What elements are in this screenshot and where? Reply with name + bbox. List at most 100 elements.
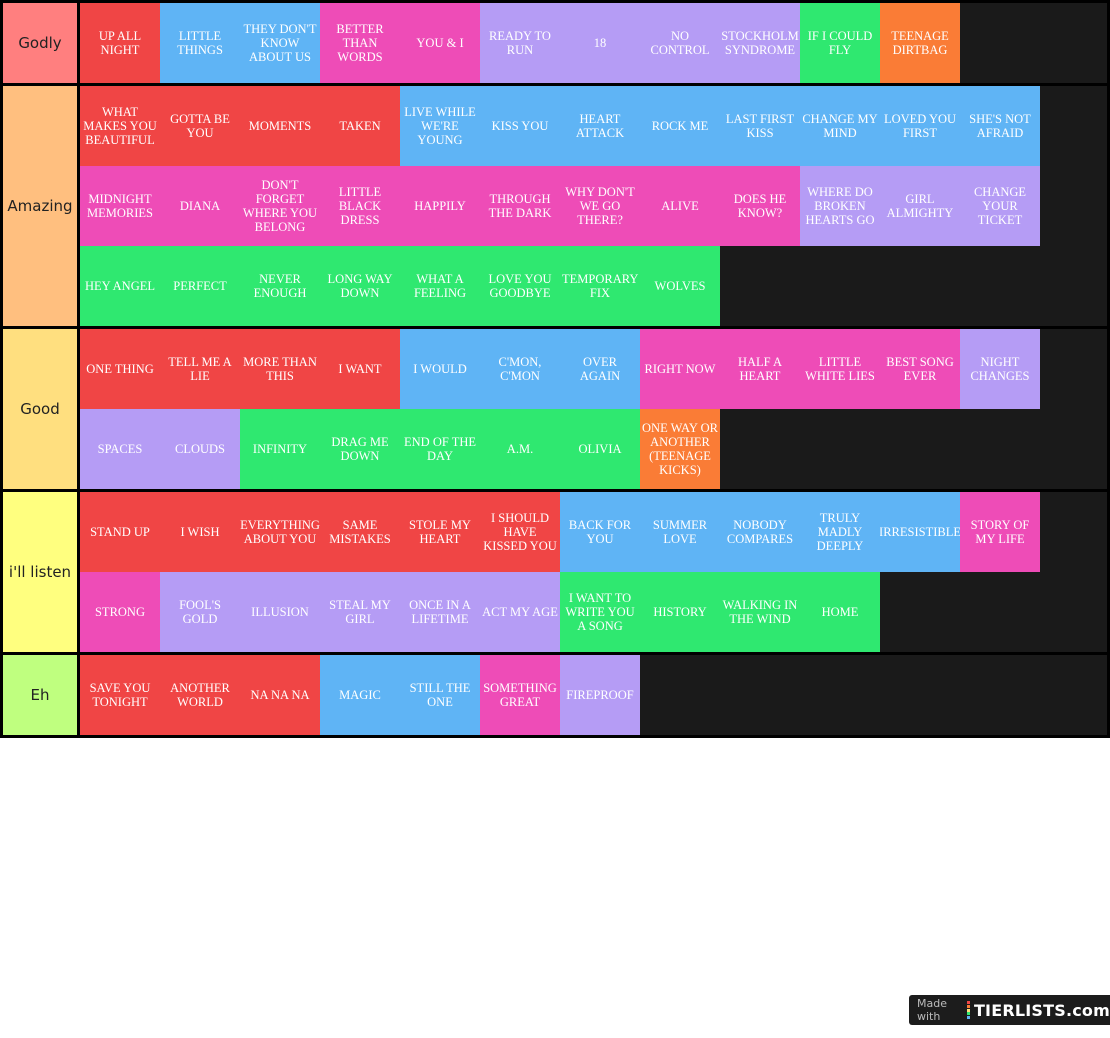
- tier-item[interactable]: READY TO RUN: [480, 3, 560, 83]
- tier-item[interactable]: IRRESISTIBLE: [880, 492, 960, 572]
- tier-label[interactable]: Good: [3, 329, 77, 489]
- tier-item[interactable]: LOVED YOU FIRST: [880, 86, 960, 166]
- tier-item[interactable]: THEY DON'T KNOW ABOUT US: [240, 3, 320, 83]
- tier-item[interactable]: LONG WAY DOWN: [320, 246, 400, 326]
- tier-item[interactable]: LAST FIRST KISS: [720, 86, 800, 166]
- tier-item[interactable]: PERFECT: [160, 246, 240, 326]
- tier-item[interactable]: NEVER ENOUGH: [240, 246, 320, 326]
- tier-item[interactable]: HISTORY: [640, 572, 720, 652]
- tier-item[interactable]: SPACES: [80, 409, 160, 489]
- tier-item[interactable]: DRAG ME DOWN: [320, 409, 400, 489]
- tier-item[interactable]: NOBODY COMPARES: [720, 492, 800, 572]
- tier-item[interactable]: OVER AGAIN: [560, 329, 640, 409]
- tier-item[interactable]: WHY DON'T WE GO THERE?: [560, 166, 640, 246]
- tier-item[interactable]: KISS YOU: [480, 86, 560, 166]
- tier-item[interactable]: LITTLE BLACK DRESS: [320, 166, 400, 246]
- tier-item[interactable]: LITTLE WHITE LIES: [800, 329, 880, 409]
- tier-item[interactable]: STOCKHOLM SYNDROME: [720, 3, 800, 83]
- tier-item[interactable]: STRONG: [80, 572, 160, 652]
- tier-item[interactable]: CHANGE MY MIND: [800, 86, 880, 166]
- tier-item[interactable]: MIDNIGHT MEMORIES: [80, 166, 160, 246]
- tier-item[interactable]: ILLUSION: [240, 572, 320, 652]
- tier-item[interactable]: CHANGE YOUR TICKET: [960, 166, 1040, 246]
- tier-item[interactable]: HEART ATTACK: [560, 86, 640, 166]
- tier-item[interactable]: DOES HE KNOW?: [720, 166, 800, 246]
- tier-item[interactable]: NA NA NA: [240, 655, 320, 735]
- tier-item[interactable]: DON'T FORGET WHERE YOU BELONG: [240, 166, 320, 246]
- tier-item[interactable]: WHAT A FEELING: [400, 246, 480, 326]
- tier-item[interactable]: TEENAGE DIRTBAG: [880, 3, 960, 83]
- tier-item[interactable]: HAPPILY: [400, 166, 480, 246]
- tier-item[interactable]: I WANT TO WRITE YOU A SONG: [560, 572, 640, 652]
- tier-item[interactable]: TELL ME A LIE: [160, 329, 240, 409]
- tier-item[interactable]: GOTTA BE YOU: [160, 86, 240, 166]
- tier-item[interactable]: DIANA: [160, 166, 240, 246]
- tier-item[interactable]: HEY ANGEL: [80, 246, 160, 326]
- tier-item[interactable]: C'MON, C'MON: [480, 329, 560, 409]
- tier-label[interactable]: Amazing: [3, 86, 77, 326]
- tier-item[interactable]: I WISH: [160, 492, 240, 572]
- tier-item[interactable]: STILL THE ONE: [400, 655, 480, 735]
- tier-item[interactable]: FOOL'S GOLD: [160, 572, 240, 652]
- tier-items-area[interactable]: STAND UP I WISH EVERYTHING ABOUT YOU SAME M…: [80, 492, 1107, 652]
- tier-item[interactable]: RIGHT NOW: [640, 329, 720, 409]
- tier-item[interactable]: TEMPORARY FIX: [560, 246, 640, 326]
- tier-item[interactable]: EVERYTHING ABOUT YOU: [240, 492, 320, 572]
- tier-item[interactable]: ANOTHER WORLD: [160, 655, 240, 735]
- tier-item[interactable]: NO CONTROL: [640, 3, 720, 83]
- tier-item[interactable]: GIRL ALMIGHTY: [880, 166, 960, 246]
- tier-item[interactable]: I WANT: [320, 329, 400, 409]
- tier-item[interactable]: STOLE MY HEART: [400, 492, 480, 572]
- tier-items-area[interactable]: SAVE YOU TONIGHT ANOTHER WORLD NA NA NA MAG…: [80, 655, 1107, 735]
- tier-item[interactable]: YOU & I: [400, 3, 480, 83]
- tier-item[interactable]: ROCK ME: [640, 86, 720, 166]
- tier-item[interactable]: SAME MISTAKES: [320, 492, 400, 572]
- tier-items-area[interactable]: WHAT MAKES YOU BEAUTIFUL GOTTA BE YOU MOME…: [80, 86, 1107, 326]
- tier-item[interactable]: ACT MY AGE: [480, 572, 560, 652]
- tier-item[interactable]: 18: [560, 3, 640, 83]
- tier-item[interactable]: HALF A HEART: [720, 329, 800, 409]
- tier-items-area[interactable]: UP ALL NIGHT LITTLE THINGS THEY DON'T KNOW…: [80, 3, 1107, 83]
- tier-item[interactable]: SOMETHING GREAT: [480, 655, 560, 735]
- tier-item[interactable]: SUMMER LOVE: [640, 492, 720, 572]
- tierlists-watermark[interactable]: Made with TIERLISTS.com: [909, 995, 1110, 1025]
- tier-item[interactable]: ALIVE: [640, 166, 720, 246]
- tier-item[interactable]: IF I COULD FLY: [800, 3, 880, 83]
- tier-item[interactable]: TAKEN: [320, 86, 400, 166]
- tier-item[interactable]: I WOULD: [400, 329, 480, 409]
- tier-item[interactable]: FIREPROOF: [560, 655, 640, 735]
- tier-item[interactable]: END OF THE DAY: [400, 409, 480, 489]
- tier-item[interactable]: STORY OF MY LIFE: [960, 492, 1040, 572]
- tier-item[interactable]: THROUGH THE DARK: [480, 166, 560, 246]
- tier-item[interactable]: WHAT MAKES YOU BEAUTIFUL: [80, 86, 160, 166]
- tier-item[interactable]: TRULY MADLY DEEPLY: [800, 492, 880, 572]
- tier-item[interactable]: NIGHT CHANGES: [960, 329, 1040, 409]
- tier-item[interactable]: MOMENTS: [240, 86, 320, 166]
- tier-item[interactable]: ONE THING: [80, 329, 160, 409]
- tier-label[interactable]: i'll listen: [3, 492, 77, 652]
- tier-item[interactable]: A.M.: [480, 409, 560, 489]
- tier-item[interactable]: WHERE DO BROKEN HEARTS GO: [800, 166, 880, 246]
- tier-item[interactable]: ONE WAY OR ANOTHER (TEENAGE KICKS): [640, 409, 720, 489]
- tier-item[interactable]: CLOUDS: [160, 409, 240, 489]
- tier-label[interactable]: Eh: [3, 655, 77, 735]
- tier-item[interactable]: OLIVIA: [560, 409, 640, 489]
- tier-item[interactable]: STAND UP: [80, 492, 160, 572]
- tier-item[interactable]: MORE THAN THIS: [240, 329, 320, 409]
- tier-item[interactable]: SHE'S NOT AFRAID: [960, 86, 1040, 166]
- tier-label[interactable]: Godly: [3, 3, 77, 83]
- tier-item[interactable]: WOLVES: [640, 246, 720, 326]
- tier-item[interactable]: LIVE WHILE WE'RE YOUNG: [400, 86, 480, 166]
- tier-item[interactable]: ONCE IN A LIFETIME: [400, 572, 480, 652]
- tier-item[interactable]: STEAL MY GIRL: [320, 572, 400, 652]
- tier-item[interactable]: HOME: [800, 572, 880, 652]
- tier-item[interactable]: SAVE YOU TONIGHT: [80, 655, 160, 735]
- tier-items-area[interactable]: ONE THING TELL ME A LIE MORE THAN THIS I WA…: [80, 329, 1107, 489]
- tier-item[interactable]: BEST SONG EVER: [880, 329, 960, 409]
- tier-item[interactable]: I SHOULD HAVE KISSED YOU: [480, 492, 560, 572]
- tier-item[interactable]: BETTER THAN WORDS: [320, 3, 400, 83]
- tier-item[interactable]: WALKING IN THE WIND: [720, 572, 800, 652]
- tier-item[interactable]: BACK FOR YOU: [560, 492, 640, 572]
- tier-item[interactable]: MAGIC: [320, 655, 400, 735]
- tier-item[interactable]: UP ALL NIGHT: [80, 3, 160, 83]
